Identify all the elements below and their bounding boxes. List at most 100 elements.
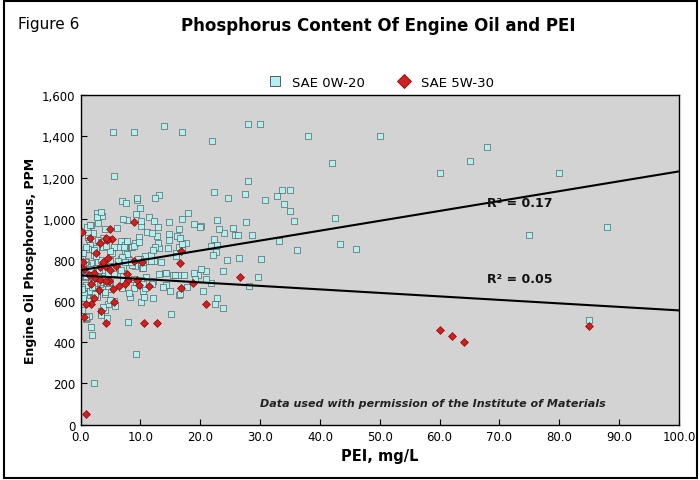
Point: [102, 262, 113, 269]
Point: [149, 244, 160, 252]
Point: [103, 278, 114, 286]
Point: [326, 160, 337, 168]
Point: [240, 219, 251, 227]
Point: [163, 245, 174, 252]
Point: [127, 262, 138, 269]
Point: [171, 250, 182, 257]
Point: [107, 264, 118, 272]
Point: [94, 264, 106, 272]
Point: [133, 281, 144, 289]
X-axis label: PEI, mg/L: PEI, mg/L: [341, 448, 419, 463]
Point: [94, 277, 105, 285]
Point: [86, 301, 97, 309]
Point: [80, 315, 92, 323]
Point: [194, 224, 205, 231]
Point: [163, 219, 174, 227]
Point: [584, 323, 595, 330]
Point: [291, 247, 302, 255]
Point: [84, 298, 95, 305]
Point: [174, 291, 186, 299]
Point: [153, 271, 164, 279]
Point: [211, 295, 222, 303]
Point: [103, 269, 114, 277]
Point: [77, 250, 88, 258]
Point: [234, 254, 245, 262]
Legend: SAE 0W-20, SAE 5W-30: SAE 0W-20, SAE 5W-30: [256, 72, 500, 95]
Point: [99, 277, 110, 285]
Point: [79, 265, 90, 273]
Point: [122, 238, 133, 245]
Point: [117, 254, 128, 262]
Text: Phosphorus Content Of Engine Oil and PEI: Phosphorus Content Of Engine Oil and PEI: [181, 17, 575, 35]
Point: [129, 285, 140, 292]
Point: [86, 284, 97, 291]
Point: [104, 226, 116, 233]
Point: [108, 299, 120, 306]
Point: [100, 307, 111, 314]
Point: [218, 230, 230, 238]
Point: [121, 217, 132, 225]
Point: [84, 236, 95, 243]
Point: [92, 214, 103, 221]
Point: [89, 274, 100, 282]
Point: [80, 314, 92, 322]
Point: [87, 278, 98, 286]
Point: [136, 258, 148, 266]
Point: [93, 258, 104, 266]
Point: [218, 267, 229, 275]
Point: [223, 195, 234, 203]
Point: [78, 259, 89, 266]
Point: [144, 214, 155, 222]
Point: [97, 276, 108, 284]
Point: [104, 247, 116, 255]
Point: [172, 233, 183, 240]
Point: [128, 258, 139, 265]
Point: [127, 244, 138, 252]
Point: [99, 272, 110, 279]
Point: [105, 296, 116, 304]
Point: [81, 262, 92, 270]
Point: [88, 283, 99, 290]
Point: [129, 219, 140, 227]
Point: [129, 129, 140, 137]
Text: Data used with permission of the Institute of Materials: Data used with permission of the Institu…: [260, 398, 606, 408]
Point: [140, 274, 151, 281]
Point: [153, 240, 164, 248]
Text: R² = 0.05: R² = 0.05: [487, 272, 553, 285]
Point: [302, 133, 314, 141]
Point: [107, 286, 118, 293]
Point: [446, 333, 457, 340]
Point: [159, 123, 170, 131]
Point: [110, 302, 121, 310]
Point: [101, 243, 112, 251]
Point: [78, 272, 89, 280]
Point: [85, 324, 97, 331]
Point: [176, 216, 188, 224]
Point: [118, 264, 129, 272]
Point: [210, 301, 221, 309]
Point: [102, 285, 113, 293]
Point: [102, 236, 113, 243]
Point: [100, 319, 111, 327]
Point: [135, 217, 146, 225]
Point: [89, 274, 100, 282]
Point: [273, 238, 284, 245]
Point: [103, 261, 114, 269]
Point: [122, 318, 134, 326]
Point: [85, 280, 97, 288]
Point: [80, 273, 92, 281]
Point: [102, 314, 113, 322]
Point: [135, 204, 146, 212]
Point: [137, 288, 148, 295]
Point: [101, 235, 112, 242]
Point: [78, 313, 90, 321]
Point: [94, 281, 106, 288]
Point: [88, 271, 99, 278]
Point: [84, 222, 95, 229]
Point: [148, 295, 159, 302]
Point: [122, 277, 134, 285]
Point: [246, 232, 258, 240]
Point: [88, 229, 99, 237]
Point: [77, 265, 88, 273]
Point: [120, 200, 131, 208]
